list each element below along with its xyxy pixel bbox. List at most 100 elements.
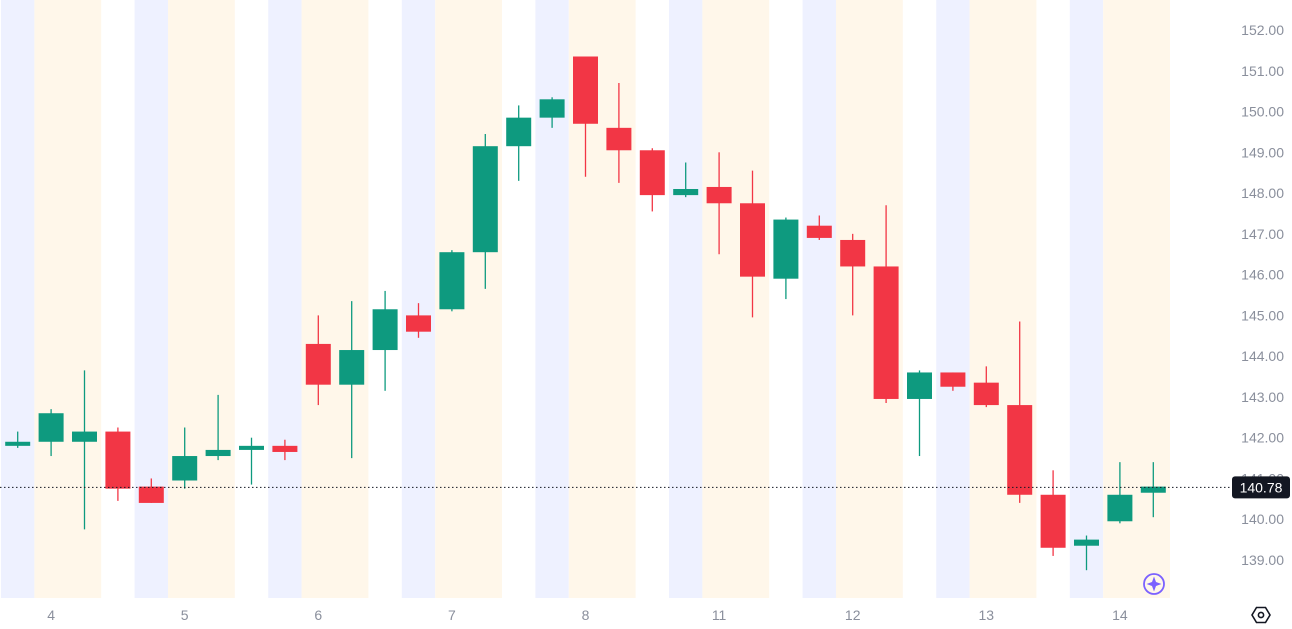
candle-33: [1107, 462, 1133, 524]
candle-4: [138, 478, 164, 503]
candle-3: [105, 427, 131, 501]
price-tick-label: 145.00: [1241, 307, 1284, 323]
candle-body: [105, 431, 131, 489]
price-tick-label: 140.00: [1241, 511, 1284, 527]
candle-31: [1040, 470, 1066, 556]
candle-19: [639, 148, 665, 212]
candle-body: [205, 449, 231, 457]
last-price-label: 140.78: [1240, 479, 1283, 495]
candle-7: [239, 437, 264, 485]
candle-body: [372, 309, 398, 351]
candle-body: [639, 150, 665, 196]
candle-body: [706, 186, 732, 204]
candle-body: [305, 343, 331, 385]
candle-18: [606, 83, 632, 183]
candle-body: [1040, 494, 1066, 548]
day-tick-label: 6: [314, 607, 322, 623]
candle-2: [72, 370, 97, 530]
price-tick-label: 147.00: [1241, 226, 1284, 242]
candle-15: [506, 105, 532, 181]
candle-11: [372, 290, 398, 391]
day-tick-label: 11: [712, 607, 727, 623]
price-tick-label: 142.00: [1241, 430, 1284, 446]
candle-25: [840, 233, 866, 316]
candle-body: [272, 445, 298, 452]
candle-body: [439, 252, 465, 310]
candle-body: [539, 99, 565, 118]
candle-26: [873, 205, 899, 404]
session-band-14: [936, 0, 970, 598]
last-price-tag-background: [1232, 476, 1290, 499]
candles: [5, 56, 1166, 571]
candle-body: [472, 146, 498, 253]
candle-34: [1140, 462, 1166, 518]
session-band-10: [669, 0, 703, 598]
candle-body: [506, 117, 532, 147]
session-band-1: [34, 0, 102, 598]
candle-body: [172, 456, 198, 481]
session-band-8: [535, 0, 569, 598]
price-tick-label: 148.00: [1241, 185, 1284, 201]
sparkle-icon[interactable]: [1143, 573, 1165, 595]
candle-body: [806, 225, 832, 238]
candle-24: [806, 215, 832, 240]
last-price-tag: 140.78: [1232, 476, 1290, 499]
candle-body: [840, 239, 866, 267]
price-tick-label: 146.00: [1241, 267, 1284, 283]
candle-14: [472, 133, 498, 289]
session-band-16: [1069, 0, 1104, 598]
candle-body: [138, 486, 164, 503]
day-tick-label: 12: [845, 607, 861, 623]
candle-16: [539, 97, 565, 128]
session-band-5: [301, 0, 369, 598]
time-axis[interactable]: 4 5 6 7 8 11 12 13 14: [47, 607, 1128, 623]
candle-10: [339, 301, 365, 459]
price-tick-label: 139.00: [1241, 552, 1284, 568]
candle-body: [973, 382, 999, 406]
candle-body: [1074, 539, 1099, 546]
price-tick-label: 152.00: [1241, 22, 1284, 38]
session-band-4: [268, 0, 302, 598]
candle-body: [907, 372, 932, 399]
candle-body: [873, 266, 899, 399]
session-band-2: [134, 0, 168, 598]
candle-body: [773, 219, 799, 279]
price-axis[interactable]: 139.00140.00141.00142.00143.00144.00145.…: [1241, 22, 1284, 568]
candle-body: [239, 445, 264, 450]
price-tick-label: 149.00: [1241, 144, 1284, 160]
settings-hexagon-icon[interactable]: [1251, 606, 1271, 624]
candle-21: [706, 152, 732, 255]
candle-0: [5, 431, 31, 448]
price-tick-label: 150.00: [1241, 104, 1284, 120]
candle-27: [907, 370, 932, 457]
price-tick-label: 151.00: [1241, 63, 1284, 79]
candle-body: [673, 189, 699, 196]
session-band-6: [401, 0, 436, 598]
candle-13: [439, 250, 465, 312]
day-tick-label: 5: [181, 607, 189, 623]
session-band-11: [702, 0, 770, 598]
candle-30: [1007, 321, 1033, 503]
candle-body: [1007, 405, 1033, 495]
day-tick-label: 4: [47, 607, 55, 623]
day-tick-label: 7: [448, 607, 456, 623]
candle-9: [305, 315, 331, 406]
candle-8: [272, 439, 298, 461]
candle-body: [5, 441, 31, 446]
candle-body: [406, 315, 431, 332]
session-band-3: [168, 0, 235, 598]
candle-32: [1074, 535, 1099, 571]
session-band-12: [802, 0, 836, 598]
candle-29: [973, 366, 999, 408]
candle-20: [673, 162, 699, 198]
candle-body: [740, 203, 765, 277]
session-bands: [1, 0, 1170, 598]
candle-body: [606, 127, 632, 151]
candle-23: [773, 217, 799, 300]
price-tick-label: 143.00: [1241, 389, 1284, 405]
candle-17: [573, 56, 598, 177]
day-tick-label: 13: [979, 607, 995, 623]
day-tick-label: 14: [1112, 607, 1128, 623]
session-band-0: [1, 0, 35, 598]
